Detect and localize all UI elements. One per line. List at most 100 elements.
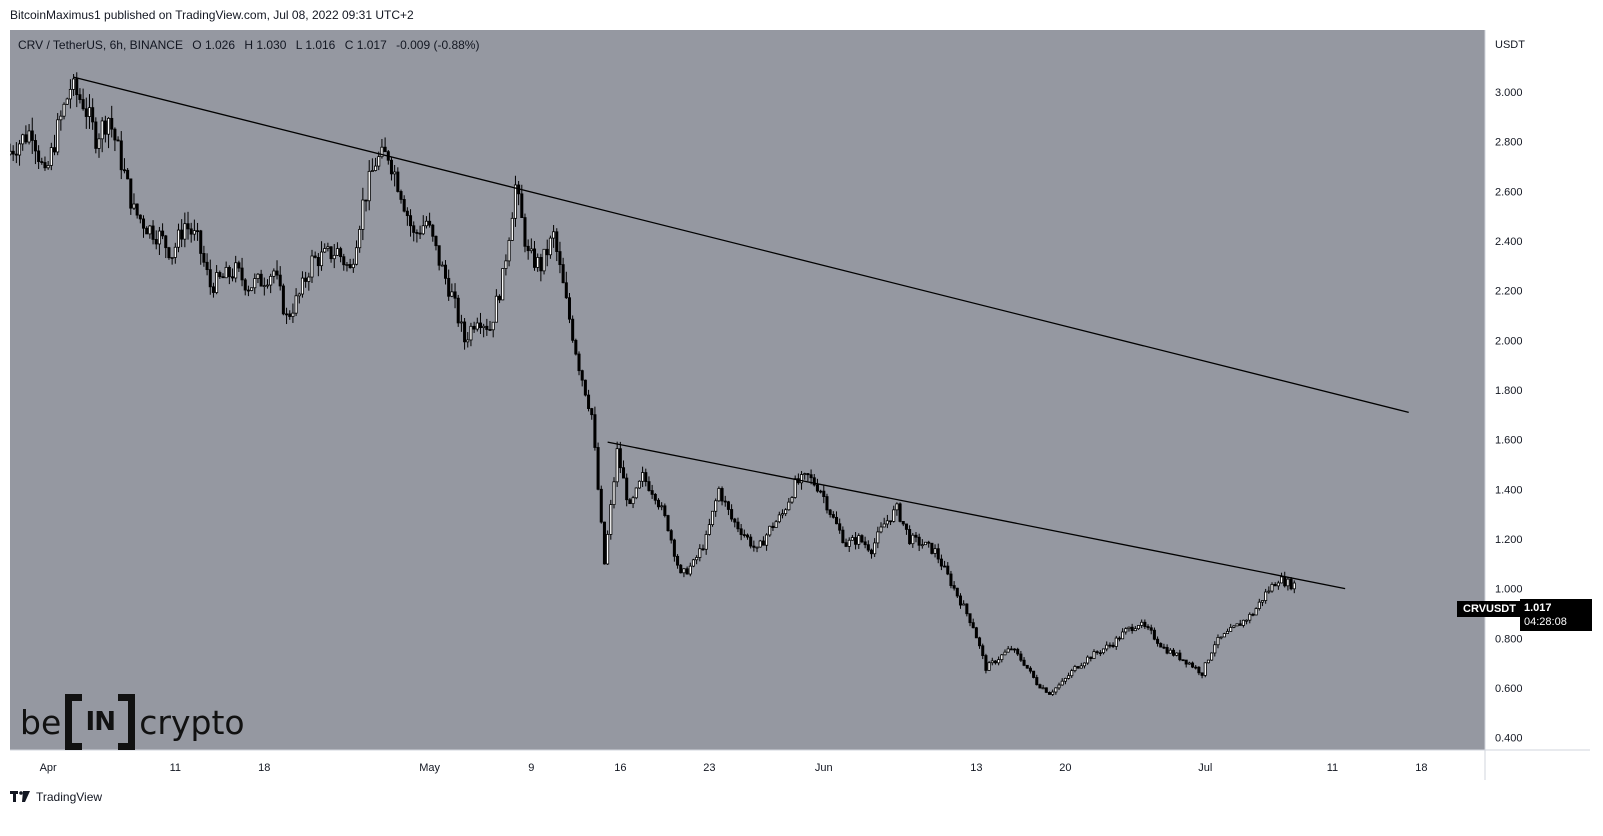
candle-body — [908, 529, 912, 545]
candle-body — [262, 285, 266, 287]
candle-body — [250, 287, 254, 291]
candle-body — [1060, 680, 1064, 686]
candle-body — [463, 321, 467, 343]
candle-body — [1165, 647, 1169, 654]
candle-body — [844, 542, 848, 547]
candle-body — [335, 248, 339, 256]
watermark-bracket: IN — [65, 694, 136, 750]
candle-body — [1225, 630, 1230, 634]
candle-body — [1041, 687, 1045, 690]
candle-body — [831, 514, 835, 518]
candle-body — [1267, 590, 1271, 593]
candle-body — [107, 117, 111, 135]
bar-countdown: 04:28:08 — [1524, 616, 1567, 628]
candle-body — [555, 231, 559, 252]
candle-body — [129, 178, 133, 209]
candle-body — [596, 447, 600, 490]
candle-body — [567, 297, 571, 320]
candle-body — [850, 537, 854, 541]
symbol-price-tag: CRVUSDT — [1457, 601, 1522, 617]
candle-body — [402, 199, 406, 212]
candlestick-chart[interactable]: USDT 3.000 2.800 2.600 2.400 2.200 2.000 1.800 1… — [10, 30, 1590, 800]
y-axis-title: USDT — [1495, 39, 1525, 51]
watermark-left: be — [20, 702, 62, 742]
candle-body — [599, 488, 603, 523]
candle-body — [498, 295, 502, 301]
x-tick-label: 11 — [1327, 762, 1338, 774]
candle-body — [644, 472, 648, 482]
candle-body — [723, 500, 727, 503]
candle-body — [618, 448, 622, 469]
price-axis[interactable] — [1485, 30, 1590, 800]
candle-body — [329, 246, 333, 260]
candle-body — [482, 325, 486, 329]
candle-body — [1016, 648, 1020, 655]
candle-body — [199, 230, 203, 254]
candle-body — [478, 322, 482, 329]
candle-body — [828, 509, 832, 515]
candle-body — [224, 266, 228, 279]
candle-body — [911, 534, 915, 545]
candle-body — [904, 523, 908, 530]
candle-body — [1273, 584, 1277, 587]
resistance-trendline[interactable] — [607, 441, 1346, 590]
y-tick-label: 2.200 — [1495, 286, 1523, 298]
candle-body — [920, 544, 924, 547]
candle-body — [409, 215, 413, 227]
candle-body — [1219, 636, 1223, 639]
candle-body — [157, 230, 161, 245]
candle-body — [507, 240, 511, 262]
candle-body — [256, 273, 260, 279]
candle-body — [1178, 652, 1182, 661]
candle-body — [412, 225, 416, 233]
candle-body — [602, 521, 606, 565]
candle-body — [119, 140, 123, 171]
candle-body — [857, 535, 861, 545]
candle-body — [685, 568, 689, 575]
candle-body — [72, 78, 76, 90]
candle-body — [854, 537, 858, 545]
chart-area[interactable]: USDT 3.000 2.800 2.600 2.400 2.200 2.000 1.800 1… — [10, 30, 1592, 800]
candle-body — [990, 660, 994, 664]
candle-body — [1073, 666, 1077, 672]
x-tick-label: 13 — [970, 762, 982, 774]
candle-body — [348, 264, 352, 269]
x-tick-label: Apr — [40, 762, 57, 774]
candle-body — [320, 251, 324, 267]
candle-body — [717, 488, 721, 502]
candle-body — [930, 542, 934, 554]
candle-body — [736, 521, 740, 530]
candle-body — [285, 313, 289, 316]
candle-body — [339, 248, 343, 258]
candle-body — [443, 264, 448, 279]
candle-body — [62, 103, 66, 117]
y-tick-label: 2.800 — [1495, 137, 1523, 149]
candle-body — [396, 171, 400, 192]
candle-body — [358, 229, 362, 249]
candle-body — [733, 518, 737, 523]
candle-body — [21, 134, 25, 145]
candle-body — [399, 191, 403, 200]
resistance-trendline[interactable] — [73, 76, 1409, 413]
candle-body — [374, 165, 378, 171]
candle-body — [561, 264, 565, 284]
candle-body — [625, 477, 629, 501]
candle-body — [183, 223, 187, 240]
candle-body — [885, 520, 889, 525]
candle-body — [145, 227, 149, 235]
candle-body — [790, 497, 794, 503]
candle-body — [138, 214, 142, 220]
candle-body — [927, 541, 931, 544]
legend-open-label: O — [192, 38, 202, 52]
x-tick-label: Jun — [815, 762, 833, 774]
candle-body — [1143, 621, 1147, 627]
candle-body — [1181, 659, 1185, 662]
candle-body — [631, 497, 635, 505]
candle-body — [469, 325, 473, 341]
candle-body — [78, 94, 82, 100]
time-axis[interactable] — [10, 750, 1485, 800]
x-tick-label: 16 — [614, 762, 626, 774]
candle-body — [965, 603, 969, 615]
candle-body — [237, 262, 241, 269]
candle-body — [132, 203, 136, 209]
